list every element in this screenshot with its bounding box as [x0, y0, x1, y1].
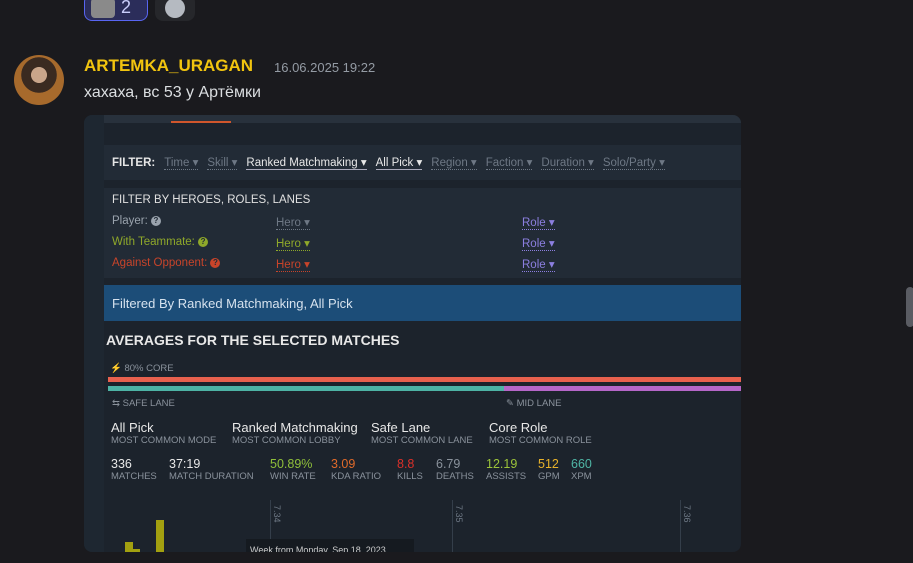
stat-match-duration: 37:19 MATCH DURATION — [169, 457, 254, 482]
filter-party: Solo/Party ▾ — [602, 157, 665, 170]
stat-matches: 336 MATCHES — [111, 457, 157, 482]
patch-line — [452, 500, 453, 552]
patch-label: 7.35 — [454, 505, 464, 523]
opponent-role-select: Role ▾ — [522, 259, 555, 272]
mode-stat: All Pick MOST COMMON MODE — [111, 420, 217, 446]
averages-title: AVERAGES FOR THE SELECTED MATCHES — [106, 332, 400, 348]
patch-label: 7.34 — [272, 505, 282, 523]
active-tab-indicator — [171, 121, 231, 123]
stat-value: 50.89% — [270, 457, 313, 471]
filter-skill: Skill ▾ — [207, 157, 238, 170]
stat-value: 12.19 — [486, 457, 518, 471]
stat-deaths: 6.79 DEATHS — [436, 457, 474, 482]
player-row: Player: ? — [112, 215, 161, 227]
reaction-button[interactable]: 2 — [84, 0, 148, 21]
stat-key: KDA RATIO — [331, 471, 381, 482]
avatar[interactable] — [14, 55, 64, 105]
smile-plus-icon — [165, 0, 185, 18]
stat-value: 660 — [571, 457, 592, 471]
stat-value: 8.8 — [397, 457, 415, 471]
teammate-hero-select: Hero ▾ — [276, 238, 310, 251]
chart-bar — [133, 549, 140, 552]
stat-assists: 12.19 ASSISTS — [486, 457, 526, 482]
teammate-role-select: Role ▾ — [522, 238, 555, 251]
filter-duration: Duration ▾ — [541, 157, 594, 170]
stat-kills: 8.8 KILLS — [397, 457, 423, 482]
filter-label: FILTER: — [112, 156, 156, 169]
scrollbar[interactable] — [906, 287, 913, 327]
heroes-filter-title: FILTER BY HEROES, ROLES, LANES — [112, 194, 311, 206]
opponent-hero-select: Hero ▾ — [276, 259, 310, 272]
help-icon[interactable]: ? — [198, 236, 209, 247]
stat-key: MATCHES — [111, 471, 157, 482]
stat-value: 512 — [538, 457, 559, 471]
mid-lane-label: ✎ MID LANE — [506, 398, 562, 409]
stat-xpm: 660 XPM — [571, 457, 592, 482]
stat-gpm: 512 GPM — [538, 457, 560, 482]
patch-line — [270, 500, 271, 552]
patch-label: 7.36 — [682, 505, 692, 523]
stat-value: 336 — [111, 457, 132, 471]
chart-bar — [156, 520, 164, 552]
chart-tooltip: Week from Monday, Sep 18, 2023 — [246, 539, 414, 552]
filter-lobby: Ranked Matchmaking ▾ — [246, 157, 367, 170]
filter-faction: Faction ▾ — [485, 157, 533, 170]
patch-line — [680, 500, 681, 552]
stat-key: GPM — [538, 471, 560, 482]
opponent-row: Against Opponent: ? — [112, 257, 221, 269]
safe-lane-label: ⇆ SAFE LANE — [112, 398, 175, 409]
role-stat: Core Role MOST COMMON ROLE — [489, 420, 592, 446]
stat-win-rate: 50.89% WIN RATE — [270, 457, 316, 482]
teammate-row: With Teammate: ? — [112, 236, 209, 248]
dog-emoji-icon — [91, 0, 115, 18]
filter-time: Time ▾ — [164, 157, 199, 170]
filter-mode: All Pick ▾ — [375, 157, 423, 170]
core-bar — [108, 377, 741, 382]
timestamp: 16.06.2025 19:22 — [274, 60, 376, 75]
safe-lane-bar — [108, 386, 504, 391]
image-attachment[interactable]: FILTER: Time ▾ Skill ▾ Ranked Matchmakin… — [84, 115, 741, 552]
stat-value: 3.09 — [331, 457, 356, 471]
stat-value: 37:19 — [169, 457, 201, 471]
stat-key: ASSISTS — [486, 471, 527, 482]
stat-key: XPM — [571, 471, 592, 482]
lane-stat: Safe Lane MOST COMMON LANE — [371, 420, 473, 446]
mid-lane-bar — [504, 386, 741, 391]
help-icon[interactable]: ? — [210, 257, 221, 268]
lobby-stat: Ranked Matchmaking MOST COMMON LOBBY — [232, 420, 358, 446]
help-icon[interactable]: ? — [151, 215, 161, 226]
filter-region: Region ▾ — [431, 157, 477, 170]
stat-key: WIN RATE — [270, 471, 316, 482]
filter-bar: FILTER: Time ▾ Skill ▾ Ranked Matchmakin… — [104, 145, 741, 180]
stat-key: MATCH DURATION — [169, 471, 254, 482]
stat-key: KILLS — [397, 471, 423, 482]
chart-bar — [125, 542, 133, 552]
image-top-nav — [104, 115, 741, 123]
stat-key: DEATHS — [436, 471, 474, 482]
reaction-count: 2 — [121, 0, 132, 17]
stat-value: 6.79 — [436, 457, 461, 471]
filtered-by-banner: Filtered By Ranked Matchmaking, All Pick — [104, 285, 741, 321]
stat-kda-ratio: 3.09 KDA RATIO — [331, 457, 381, 482]
core-label: ⚡ 80% CORE — [110, 363, 174, 374]
heroes-filter-panel: FILTER BY HEROES, ROLES, LANES Player: ?… — [104, 188, 741, 278]
add-reaction-button[interactable] — [155, 0, 195, 21]
player-hero-select: Hero ▾ — [276, 217, 310, 230]
message-text: хахаха, вс 53 у Артёмки — [84, 84, 261, 101]
image-sidebar — [84, 115, 104, 552]
player-role-select: Role ▾ — [522, 217, 555, 230]
username[interactable]: ARTEMKA_URAGAN — [84, 56, 254, 75]
